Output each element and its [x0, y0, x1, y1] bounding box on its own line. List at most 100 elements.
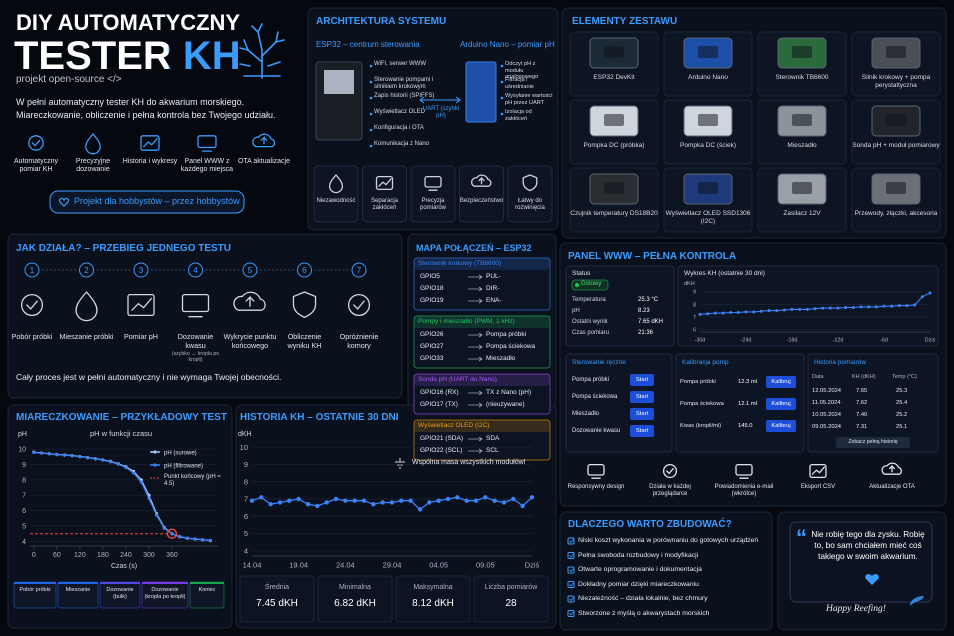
component-label: Silnik krokowy + pompa perystaltyczna: [861, 74, 931, 89]
cta-button: [49, 190, 245, 214]
data-point: [790, 307, 794, 311]
sub-title: Sterowanie ręczne: [572, 359, 626, 366]
icon-part: [28, 135, 44, 151]
data-point: [108, 460, 113, 464]
step-label: Pomiar pH: [124, 332, 158, 341]
icon: [140, 135, 160, 151]
status-key: pH: [572, 308, 580, 314]
wiring-group: [413, 315, 551, 369]
gpio-pin: GPIO19: [420, 297, 444, 304]
legend-label: Punkt końcowy (pH ≈ 4.5): [164, 474, 221, 488]
icon-part: [587, 463, 605, 476]
coral-branch: [267, 61, 281, 67]
bullet: [369, 64, 373, 68]
step-number: 5: [248, 266, 253, 275]
component-label: Pompka DC (próbka): [583, 142, 645, 149]
step-number: 6: [302, 266, 307, 275]
section-title: HISTORIA KH – OSTATNIE 30 DNI: [240, 412, 399, 423]
icon: [233, 291, 266, 311]
data-point: [361, 498, 367, 503]
step-circle: [24, 262, 40, 278]
phase-accent: [100, 582, 140, 584]
nano-title: Arduino Nano – pomiar pH: [460, 40, 555, 49]
component-detail: [886, 114, 906, 126]
wiring-group-header: [414, 258, 550, 270]
bullet: [500, 80, 504, 84]
x-tick-label: 04.05: [429, 561, 448, 570]
nano-item: Wysyłanie wartości pH przez UART: [505, 93, 553, 106]
legend-label: pH (surowe): [164, 451, 197, 457]
bullet: [369, 96, 373, 100]
stat-value: 8.12 dKH: [412, 598, 454, 609]
icon-part: [31, 139, 41, 147]
calibrate-button[interactable]: Kalibruj: [766, 376, 796, 388]
icon: [20, 293, 44, 317]
data-point: [828, 306, 832, 310]
y-tick-label: 9: [22, 462, 26, 469]
start-button[interactable]: Start: [630, 391, 654, 403]
benefit-label: Łatwy do rozwinięcia: [515, 198, 545, 212]
data-point: [259, 495, 264, 500]
y-tick-label: 8: [244, 477, 248, 486]
component-label: Wyświetlacz OLED SSD1306 (I2C): [665, 210, 751, 225]
icon: [181, 293, 210, 318]
y-tick-label: 5: [244, 529, 248, 538]
esp32-chip: [324, 70, 354, 94]
sub-title: Historia pomiarów: [814, 359, 867, 366]
mini-chart-title: Wykres KH (ostatnie 30 dni): [684, 270, 765, 277]
component-detail: [698, 114, 718, 126]
gpio-target: ENA-: [486, 297, 502, 304]
wiring-group-title: Pompy i mieszadło (PWM, 1 kHz): [418, 318, 515, 325]
nano-item: Filtracja i uśrednianie: [505, 77, 534, 90]
wire-arrow: [468, 436, 483, 442]
bullet: [500, 96, 504, 100]
icon-part: [292, 291, 317, 319]
title-line-1: DIY AUTOMATYCZNY: [16, 10, 241, 35]
data-point: [201, 538, 205, 542]
icon: [424, 175, 442, 191]
feature-label: Precyzyjne dozowanie: [75, 158, 111, 174]
icon: [522, 174, 538, 192]
web-feature-label: Eksport CSV: [800, 484, 836, 490]
status-value: 25.3 °C: [638, 297, 659, 303]
phase-accent: [14, 582, 56, 584]
icon: [881, 462, 902, 475]
data-point: [324, 500, 329, 505]
history-button[interactable]: Zobacz pełną historię: [836, 437, 910, 448]
icon-part: [233, 291, 266, 311]
icon-part: [140, 135, 160, 151]
table-header: Temp (°C): [892, 374, 917, 380]
quote-mark: “: [796, 525, 807, 550]
data-point: [890, 304, 894, 308]
component-label: Przewody, złączki, akcesoria: [854, 210, 938, 217]
start-button[interactable]: Start: [630, 408, 654, 420]
stat-card: [395, 575, 471, 623]
calibrate-button[interactable]: Kalibruj: [766, 420, 796, 432]
process-note: Cały proces jest w pełni automatyczny i …: [16, 372, 282, 382]
status-key: Temperatura: [572, 297, 606, 303]
data-point: [813, 307, 817, 311]
icon: [328, 174, 344, 194]
coral-branch: [257, 23, 263, 33]
wire-arrow: [468, 332, 483, 338]
table-cell: 11.05.2024: [812, 400, 841, 406]
start-button[interactable]: Start: [630, 425, 654, 437]
start-button[interactable]: Start: [630, 374, 654, 386]
cta-label[interactable]: Projekt dla hobbystów – przez hobbystów: [74, 196, 240, 206]
wiring-group-header: [414, 374, 550, 386]
wiring-group-title: Sterownik krokowy (TB6600): [418, 260, 502, 267]
data-point: [162, 526, 166, 530]
data-point: [729, 311, 733, 315]
data-point: [178, 534, 182, 539]
table-header: Data: [812, 374, 824, 380]
gpio-target: DIR-: [486, 285, 500, 292]
phase-label: Dozowanie (kropla po kropli): [144, 587, 186, 600]
stat-label: Maksymalna: [413, 584, 453, 591]
coral-branch: [275, 39, 285, 43]
data-point: [408, 498, 413, 503]
benefit-label: Separacja zakłóceń: [370, 198, 399, 212]
calibrate-button[interactable]: Kalibruj: [766, 398, 796, 410]
table-cell: 09.05.2024: [812, 424, 842, 430]
description: W pełni automatyczny tester KH do akwari…: [16, 97, 276, 120]
